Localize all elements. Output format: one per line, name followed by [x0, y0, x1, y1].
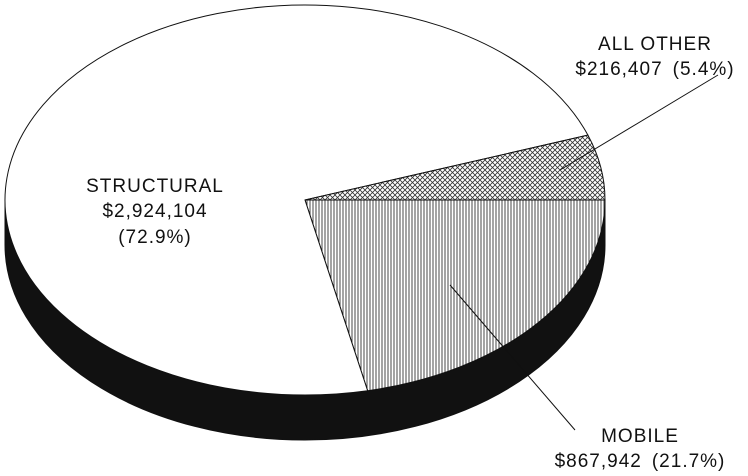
pie-slice [304, 199, 606, 392]
slice-value: $867,942 [555, 451, 642, 472]
slice-name: MOBILE [601, 426, 679, 447]
labels: MOBILE $867,942 (21.7%) STRUCTURAL $2,924,10… [86, 34, 734, 472]
slice-percent: (21.7%) [652, 451, 726, 472]
pie-slice [4, 4, 589, 396]
slice-value: $2,924,104 [102, 201, 207, 222]
slice-value-line: $216,407 (5.4%) [575, 59, 734, 80]
slice-name: STRUCTURAL [86, 176, 224, 197]
slice-percent: (5.4%) [673, 59, 735, 80]
wedges [4, 4, 606, 396]
leader-line [449, 284, 576, 431]
slice-percent: (72.9%) [118, 227, 192, 248]
leader-line [559, 74, 719, 171]
slice-value-line: $867,942 (21.7%) [555, 451, 726, 472]
pie-slice [304, 134, 606, 201]
slice-name: ALL OTHER [598, 34, 712, 55]
slice-value: $216,407 [575, 59, 662, 80]
